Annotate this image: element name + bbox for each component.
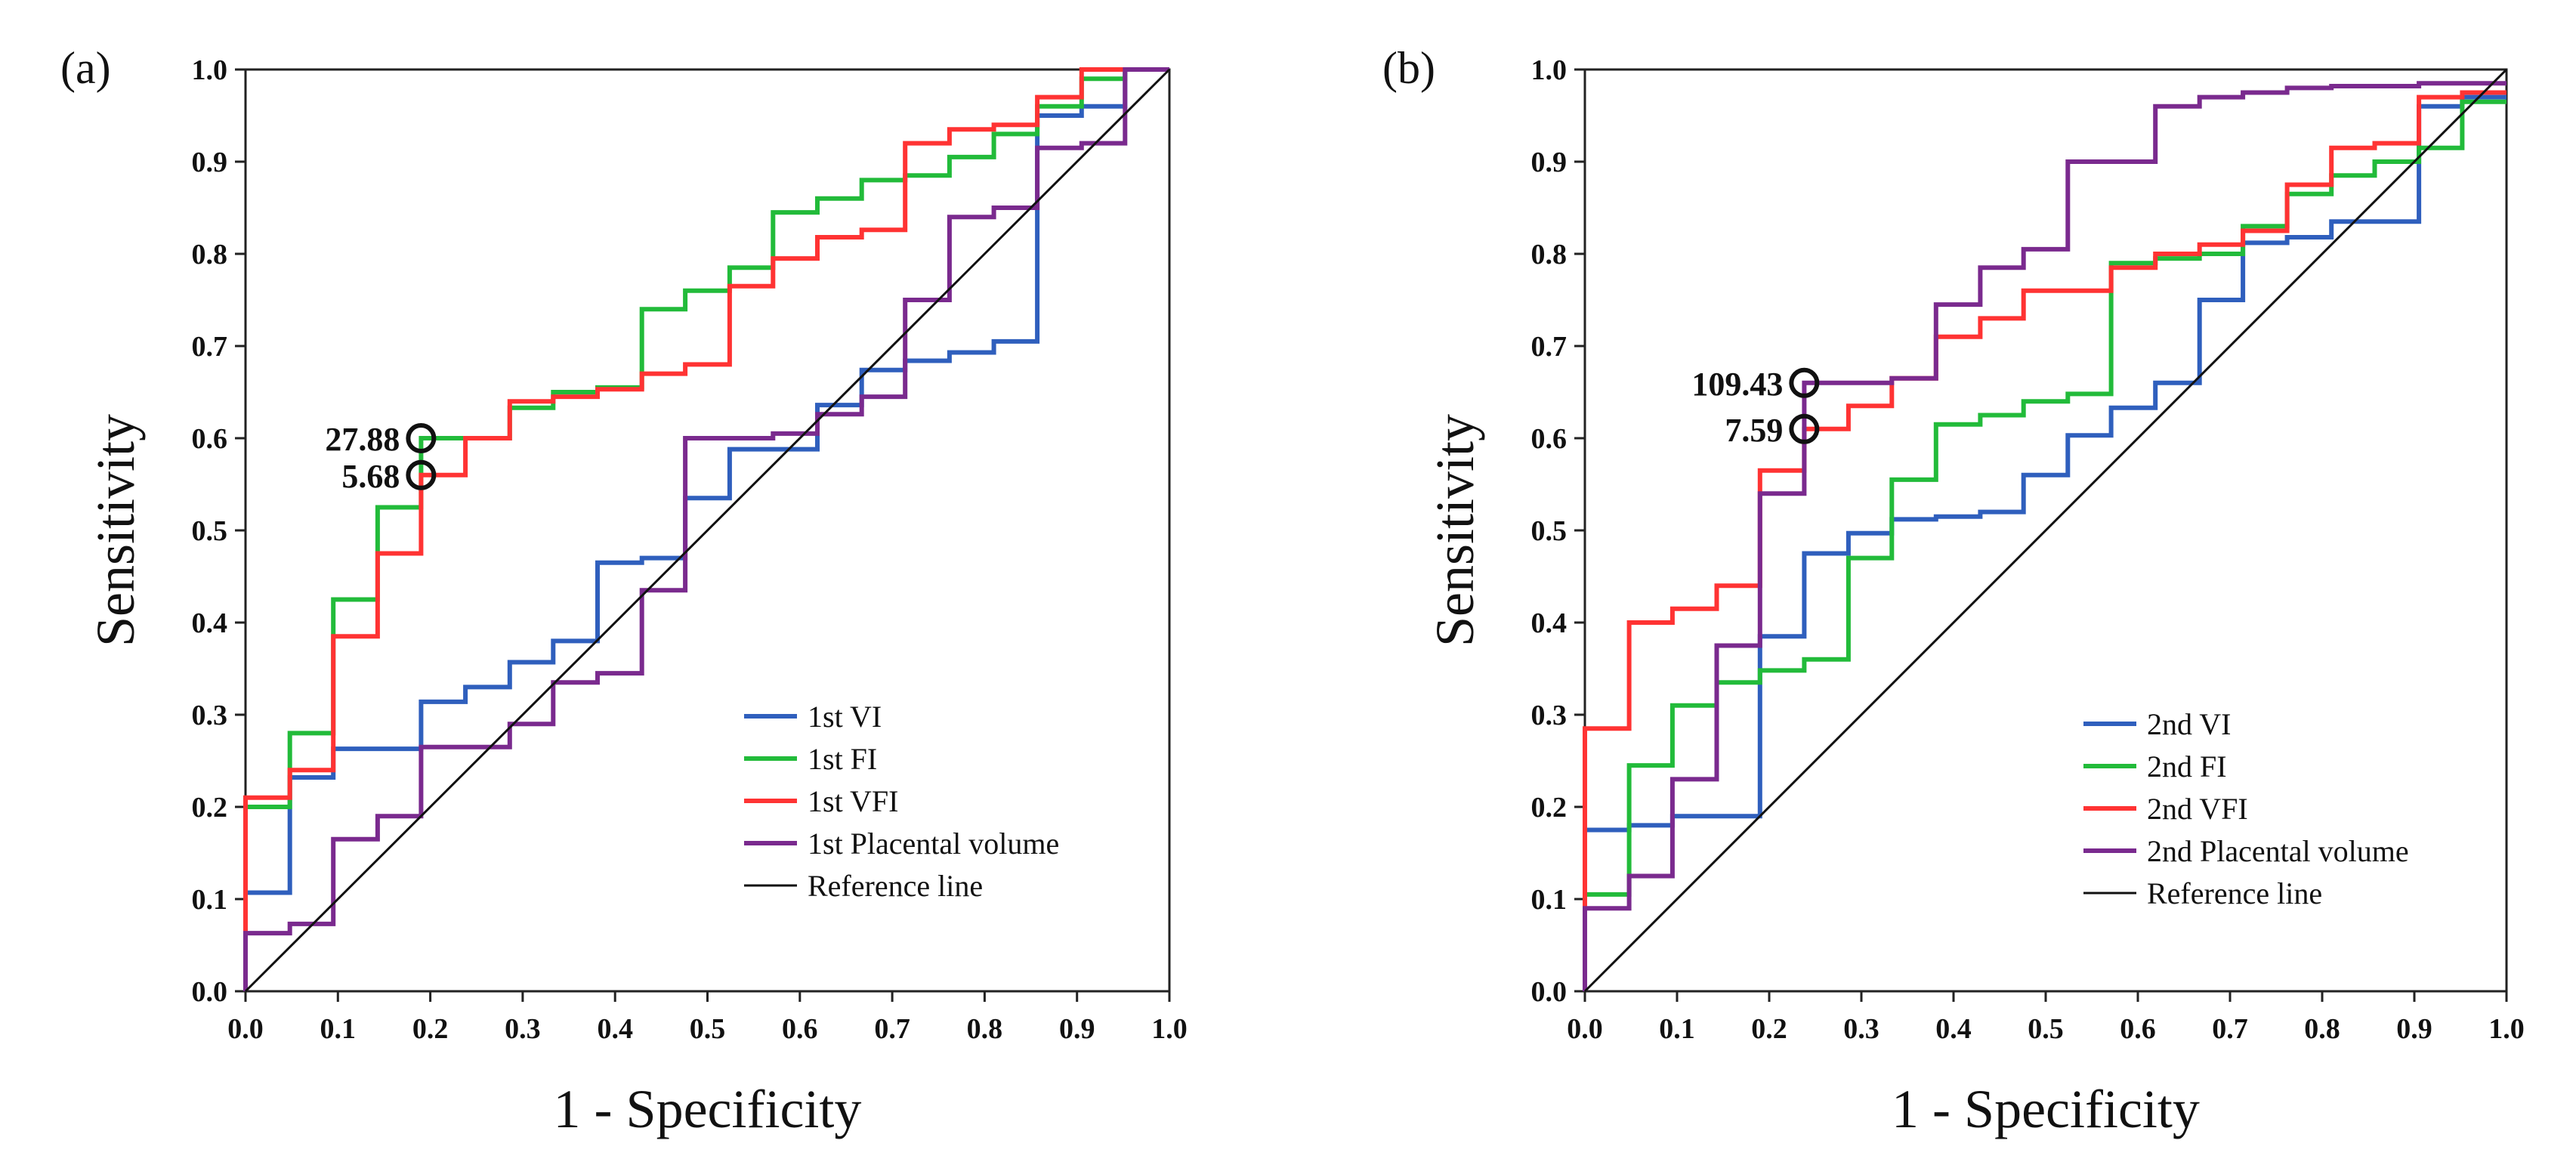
legend-label-1st-vi: 1st VI [808,700,882,734]
y-tick-label: 0.8 [192,239,228,270]
y-tick-label: 0.4 [1531,607,1568,639]
cutoff-marker [406,459,437,490]
x-tick-label: 0.3 [505,1013,541,1045]
cutoff-marker [1789,413,1820,444]
x-tick-label: 0.3 [1843,1013,1879,1045]
y-tick-label: 1.0 [192,54,228,86]
x-tick-label: 0.9 [1059,1013,1095,1045]
panel-label: (a) [60,43,111,93]
y-tick-label: 0.2 [1531,792,1568,824]
x-tick-label: 0.5 [2028,1013,2064,1045]
legend-label-2nd-fi: 2nd FI [2147,749,2227,783]
series-line-reference-line [1583,68,2508,993]
cutoff-marker [406,423,437,453]
x-tick-label: 0.6 [782,1013,818,1045]
y-axis-title: Sensitivity [85,414,146,647]
y-tick-label: 0.2 [192,792,228,824]
y-tick-label: 0.5 [192,515,228,547]
y-axis-title: Sensitivity [1425,414,1485,647]
legend-label-2nd-placental-volume: 2nd Placental volume [2147,834,2409,868]
series-line-2nd-placental-volume [1583,81,2507,991]
legend-label-1st-vfi: 1st VFI [808,784,898,818]
y-tick-label: 0.6 [192,423,228,455]
x-tick-label: 0.8 [2304,1013,2340,1045]
series-line-reference-line [244,68,1171,993]
x-axis-title: 1 - Specificity [554,1079,862,1139]
x-tick-label: 0.9 [2396,1013,2432,1045]
x-tick-label: 1.0 [2488,1013,2525,1045]
series-line-1st-vfi [243,67,1169,991]
y-tick-label: 0.1 [1531,884,1568,916]
y-tick-label: 0.0 [192,976,228,1008]
y-tick-label: 0.5 [1531,515,1568,547]
legend-label-reference-line: Reference line [2147,876,2322,910]
x-tick-label: 0.5 [690,1013,726,1045]
y-tick-label: 0.7 [1531,331,1568,363]
y-tick-label: 0.7 [192,331,228,363]
y-tick-label: 0.6 [1531,423,1568,455]
series-line-2nd-vfi [1583,90,2507,991]
y-tick-label: 0.0 [1531,976,1568,1008]
x-axis-title: 1 - Specificity [1892,1079,2200,1139]
y-tick-label: 0.3 [192,700,228,731]
legend-label-1st-fi: 1st FI [808,742,877,776]
y-tick-label: 0.9 [1531,147,1568,178]
x-tick-label: 0.2 [1751,1013,1787,1045]
y-tick-label: 0.3 [1531,700,1568,731]
y-tick-label: 0.9 [192,147,228,178]
legend-label-reference-line: Reference line [808,869,983,903]
x-tick-label: 0.4 [1935,1013,1972,1045]
legend-label-2nd-vi: 2nd VI [2147,707,2231,741]
x-tick-label: 0.8 [967,1013,1003,1045]
x-tick-label: 0.0 [1567,1013,1603,1045]
x-tick-label: 0.2 [412,1013,449,1045]
x-tick-label: 0.1 [1659,1013,1695,1045]
series-line-1st-vi [243,67,1169,991]
cutoff-label: 109.43 [1691,366,1783,403]
series-line-1st-placental-volume [243,67,1169,991]
x-tick-label: 0.7 [2212,1013,2248,1045]
legend-label-2nd-vfi: 2nd VFI [2147,792,2248,826]
chart-panel-b: (b) 0.0 0.1 0.2 0.3 0.4 0.5 0.6 0.7 0.8 0.9 1.0 0.0 0… [1382,43,2525,1139]
cutoff-marker [1789,367,1820,398]
cutoff-label: 27.88 [325,421,400,458]
x-tick-label: 0.0 [227,1013,264,1045]
series-line-1st-fi [243,67,1169,991]
x-tick-label: 1.0 [1151,1013,1188,1045]
panel-label: (b) [1382,43,1435,93]
x-tick-label: 0.1 [320,1013,357,1045]
legend-label-1st-placental-volume: 1st Placental volume [808,827,1059,861]
x-tick-label: 0.4 [597,1013,633,1045]
x-tick-label: 0.7 [874,1013,910,1045]
y-tick-label: 0.4 [192,607,228,639]
cutoff-label: 5.68 [341,458,400,495]
x-tick-label: 0.6 [2120,1013,2156,1045]
series-line-2nd-vi [1583,94,2507,991]
y-tick-label: 0.1 [192,884,228,916]
chart-panel-a: (a) 0.0 0.1 0.2 0.3 0.4 0.5 0.6 0.7 0.8 0.9 1.0 0.0 0… [60,43,1188,1139]
y-tick-label: 1.0 [1531,54,1568,86]
y-tick-label: 0.8 [1531,239,1568,270]
cutoff-label: 7.59 [1725,412,1783,449]
